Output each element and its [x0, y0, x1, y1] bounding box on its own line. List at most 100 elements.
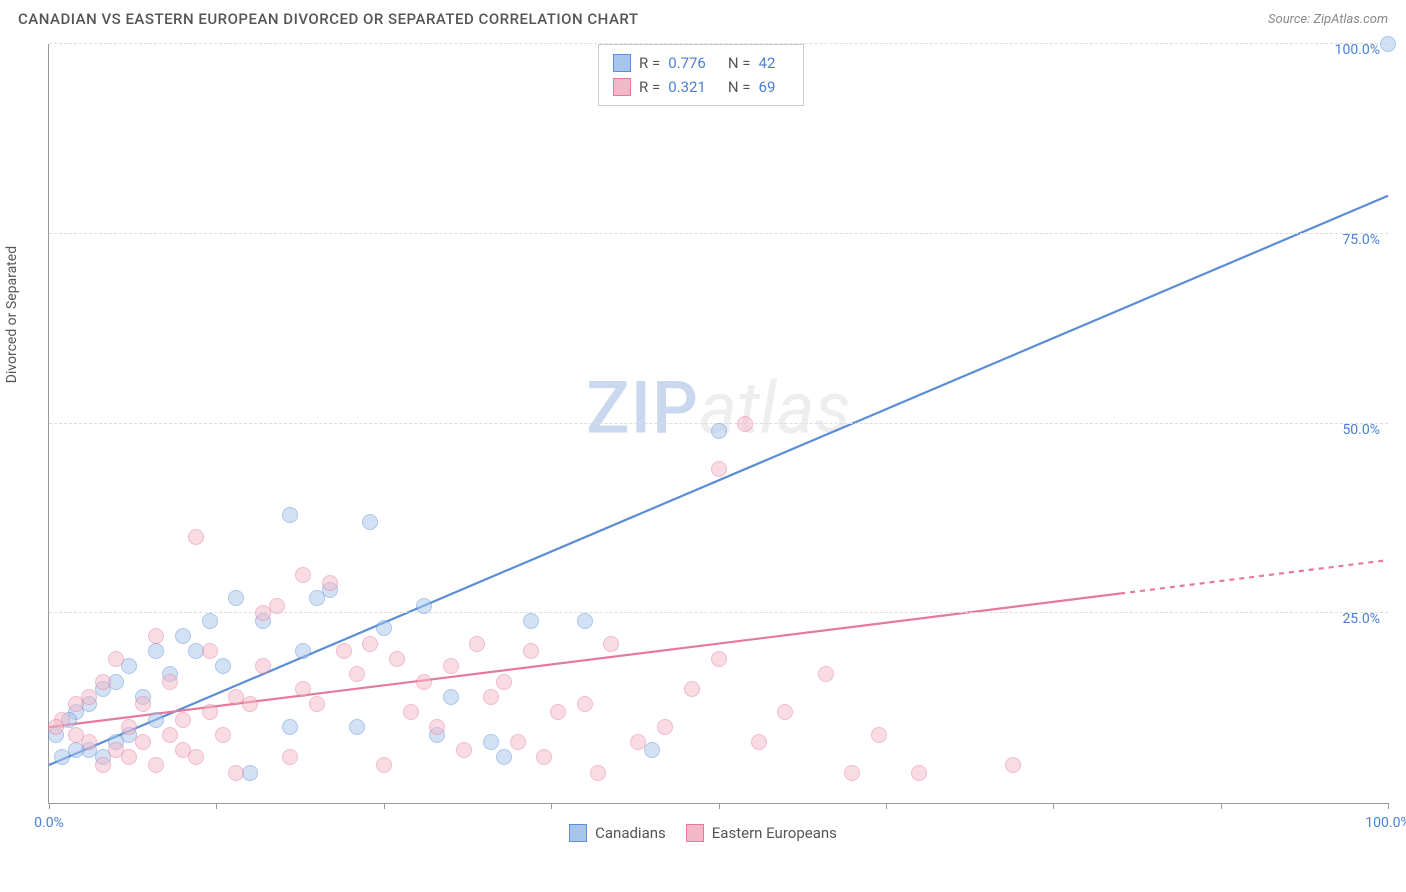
legend-label-eastern-europeans: Eastern Europeans: [712, 824, 837, 842]
data-point: [215, 727, 231, 743]
chart-header: CANADIAN VS EASTERN EUROPEAN DIVORCED OR…: [0, 0, 1406, 34]
data-point: [121, 658, 137, 674]
stats-row-eastern-europeans: R = 0.321 N = 69: [613, 75, 789, 99]
n-value-canadians: 42: [759, 51, 776, 75]
x-tick: [216, 803, 217, 809]
r-value-canadians: 0.776: [668, 51, 706, 75]
series-legend: Canadians Eastern Europeans: [0, 824, 1406, 842]
data-point: [630, 734, 646, 750]
data-point: [362, 636, 378, 652]
data-point: [483, 689, 499, 705]
data-point: [322, 575, 338, 591]
data-point: [349, 666, 365, 682]
swatch-eastern-europeans: [686, 824, 704, 842]
data-point: [202, 704, 218, 720]
data-point: [711, 651, 727, 667]
data-point: [255, 658, 271, 674]
data-point: [95, 674, 111, 690]
data-point: [121, 719, 137, 735]
legend-label-canadians: Canadians: [595, 824, 666, 842]
data-point: [844, 765, 860, 781]
data-point: [737, 416, 753, 432]
data-point: [81, 734, 97, 750]
regression-line: [49, 196, 1388, 765]
data-point: [603, 636, 619, 652]
x-tick: [719, 803, 720, 809]
data-point: [510, 734, 526, 750]
data-point: [523, 613, 539, 629]
data-point: [215, 658, 231, 674]
y-tick-label: 75.0%: [1342, 232, 1380, 248]
r-label: R =: [639, 75, 660, 99]
data-point: [202, 643, 218, 659]
source-link[interactable]: ZipAtlas.com: [1313, 12, 1388, 27]
regression-line-dashed: [1120, 560, 1388, 593]
data-point: [871, 727, 887, 743]
y-tick-label: 25.0%: [1342, 611, 1380, 627]
swatch-canadians: [613, 54, 631, 72]
data-point: [751, 734, 767, 750]
data-point: [818, 666, 834, 682]
data-point: [456, 742, 472, 758]
legend-item-eastern-europeans: Eastern Europeans: [686, 824, 837, 842]
y-tick-label: 100.0%: [1335, 42, 1380, 58]
swatch-eastern-europeans: [613, 78, 631, 96]
x-tick: [49, 803, 50, 809]
data-point: [95, 757, 111, 773]
data-point: [577, 696, 593, 712]
y-tick-label: 50.0%: [1342, 422, 1380, 438]
data-point: [295, 643, 311, 659]
data-point: [389, 651, 405, 667]
data-point: [309, 696, 325, 712]
data-point: [148, 628, 164, 644]
source-credit: Source: ZipAtlas.com: [1268, 12, 1388, 27]
data-point: [255, 605, 271, 621]
data-point: [188, 529, 204, 545]
data-point: [135, 734, 151, 750]
data-point: [48, 719, 64, 735]
data-point: [336, 643, 352, 659]
chart-title: CANADIAN VS EASTERN EUROPEAN DIVORCED OR…: [18, 10, 638, 28]
data-point: [711, 423, 727, 439]
x-tick: [1053, 803, 1054, 809]
data-point: [282, 749, 298, 765]
data-point: [175, 742, 191, 758]
data-point: [403, 704, 419, 720]
data-point: [188, 749, 204, 765]
data-point: [657, 719, 673, 735]
n-label: N =: [728, 51, 751, 75]
data-point: [1005, 757, 1021, 773]
data-point: [590, 765, 606, 781]
data-point: [135, 696, 151, 712]
source-label: Source:: [1268, 12, 1310, 27]
x-tick: [886, 803, 887, 809]
n-value-eastern-europeans: 69: [759, 75, 776, 99]
data-point: [777, 704, 793, 720]
data-point: [68, 696, 84, 712]
data-point: [443, 689, 459, 705]
data-point: [684, 681, 700, 697]
data-point: [536, 749, 552, 765]
chart-area: Divorced or Separated ZIPatlas R = 0.776…: [0, 34, 1406, 854]
scatter-plot: ZIPatlas R = 0.776 N = 42 R = 0.321 N = …: [48, 44, 1388, 804]
data-point: [148, 643, 164, 659]
data-point: [469, 636, 485, 652]
data-point: [175, 628, 191, 644]
data-point: [295, 567, 311, 583]
r-value-eastern-europeans: 0.321: [668, 75, 706, 99]
r-label: R =: [639, 51, 660, 75]
data-point: [376, 620, 392, 636]
data-point: [443, 658, 459, 674]
x-tick: [384, 803, 385, 809]
data-point: [550, 704, 566, 720]
data-point: [228, 765, 244, 781]
data-point: [108, 651, 124, 667]
data-point: [483, 734, 499, 750]
data-point: [282, 507, 298, 523]
data-point: [54, 749, 70, 765]
data-point: [68, 727, 84, 743]
data-point: [429, 719, 445, 735]
data-point: [644, 742, 660, 758]
data-point: [349, 719, 365, 735]
x-tick: [1388, 803, 1389, 809]
